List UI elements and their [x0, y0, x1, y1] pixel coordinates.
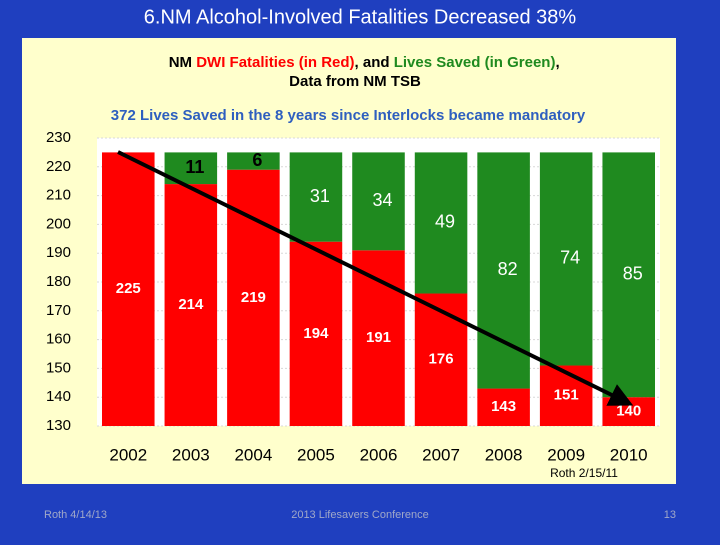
data-label: 31	[310, 186, 330, 206]
footer-left: Roth 4/14/13	[44, 509, 107, 521]
bar-segment	[164, 184, 218, 426]
data-label: 6	[252, 150, 262, 170]
page-number: 13	[664, 509, 676, 521]
bar-segment	[289, 241, 343, 426]
y-tick-label: 180	[46, 273, 71, 290]
bar-segment	[227, 152, 280, 170]
data-label: 214	[178, 296, 204, 313]
title-part: Lives Saved (in Green)	[394, 54, 556, 71]
data-label: 74	[560, 248, 580, 268]
bar-segment	[539, 365, 593, 426]
x-tick-label: 2005	[297, 445, 335, 464]
y-tick-label: 160	[46, 331, 71, 348]
x-tick-label: 2009	[547, 445, 585, 464]
chart-subtitle: Data from NM TSB	[289, 73, 421, 90]
data-label: 34	[372, 190, 392, 210]
data-label: 191	[366, 329, 391, 346]
slide-title: 6.NM Alcohol-Involved Fatalities Decreas…	[144, 6, 577, 28]
x-tick-label: 2003	[172, 445, 210, 464]
x-tick-label: 2006	[360, 445, 398, 464]
title-part: DWI Fatalities (in Red)	[196, 54, 354, 71]
x-tick-label: 2002	[109, 445, 147, 464]
y-tick-label: 190	[46, 244, 71, 261]
bar-segment	[227, 169, 280, 426]
data-label: 143	[491, 398, 516, 415]
bar-segment	[539, 152, 593, 366]
x-tick-label: 2008	[485, 445, 523, 464]
title-part: , and	[355, 54, 394, 71]
bar-segment	[102, 152, 155, 426]
annotation: 372 Lives Saved in the 8 years since Int…	[111, 107, 586, 124]
data-label: 151	[554, 387, 579, 404]
plot: 130 140 150 160 170 180 190 200 210 220 230 2002 225…	[46, 129, 660, 464]
footer-center: 2013 Lifesavers Conference	[291, 509, 429, 521]
chart-title: NM DWI Fatalities (in Red), and Lives Sa…	[148, 54, 572, 71]
bar-segment	[477, 388, 530, 426]
data-label: 225	[116, 280, 141, 297]
data-label: 49	[435, 212, 455, 232]
y-tick-label: 200	[46, 215, 71, 232]
trend-arrow	[117, 150, 634, 406]
x-tick-label: 2010	[610, 445, 648, 464]
bar-segment	[414, 293, 468, 426]
chart-note: Roth 2/15/11	[550, 466, 618, 480]
x-tick-label: 2007	[422, 445, 460, 464]
y-tick-label: 170	[46, 302, 71, 319]
bar-segment	[414, 152, 468, 294]
data-label: 82	[498, 259, 518, 279]
y-tick-label: 150	[46, 359, 71, 376]
x-tick-label: 2004	[234, 445, 272, 464]
data-label: 194	[303, 325, 329, 342]
y-tick-label: 230	[46, 129, 71, 146]
bar-segment	[352, 152, 405, 251]
title-part: ,	[555, 54, 559, 71]
y-tick-label: 140	[46, 388, 71, 405]
y-tick-label: 220	[46, 158, 71, 175]
data-label: 140	[616, 403, 641, 420]
bar-segment	[602, 152, 655, 398]
data-label: 219	[241, 289, 266, 306]
data-label: 11	[185, 157, 204, 177]
data-label: 176	[429, 351, 454, 368]
y-tick-label: 130	[46, 417, 71, 434]
title-part: NM	[169, 54, 197, 71]
data-label: 85	[623, 264, 643, 284]
y-tick-label: 210	[46, 187, 71, 204]
bar-segment	[289, 152, 343, 242]
